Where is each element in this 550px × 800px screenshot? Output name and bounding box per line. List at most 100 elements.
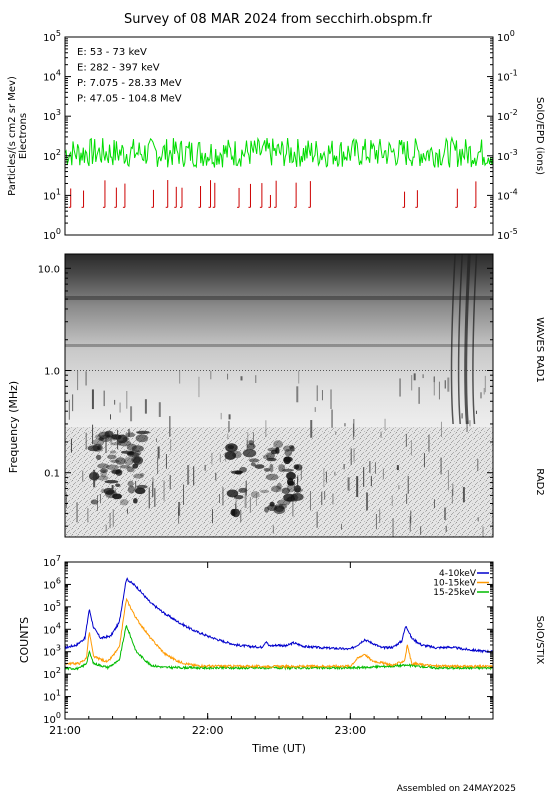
epd-ylabel: Particles/(s cm2 sr Mev) — [7, 76, 18, 196]
rad1-burst-blob — [259, 489, 270, 494]
epd-legend-entry: E: 282 - 397 keV — [77, 63, 160, 74]
stix-legend-entry: 4-10keV — [439, 569, 477, 579]
stix-ylabel: COUNTS — [18, 617, 31, 663]
stix-y2label: SolO/STIX — [534, 616, 545, 665]
epd-y2label: SolO/EPD (ions) — [534, 97, 545, 175]
stix-ytick-label: 107 — [43, 554, 61, 569]
rad1-burst-blob — [281, 468, 294, 472]
rad1-burst-blob — [283, 456, 293, 463]
rad1-burst-blob — [126, 466, 135, 473]
type-iii-burst — [472, 254, 478, 425]
rad1-burst-blob — [277, 482, 282, 490]
rad1-burst-blob — [127, 480, 134, 487]
waves-ytick-label: 10.0 — [38, 264, 60, 275]
rad1-burst-blob — [270, 485, 282, 493]
rad1-burst-blob — [112, 493, 122, 500]
rad1-burst-blob — [119, 499, 129, 506]
rad1-burst-blob — [111, 434, 122, 440]
rad1-burst-blob — [274, 504, 285, 512]
type-iii-burst — [450, 254, 456, 425]
rad1-burst-blob — [242, 448, 257, 458]
rad1-burst-blob — [248, 440, 254, 446]
epd-y2tick-label: 10-4 — [497, 187, 518, 202]
stix-ytick-label: 105 — [43, 599, 61, 614]
rad1-burst-blob — [278, 464, 286, 473]
epd-ylabel-electrons: Electrons — [18, 113, 29, 159]
rad1-burst-blob — [96, 454, 102, 460]
rad1-burst-blob — [124, 456, 134, 466]
rad1-burst-blob — [265, 473, 279, 481]
stix-ytick-label: 104 — [43, 621, 61, 636]
rad1-burst-blob — [115, 483, 121, 488]
epd-series-layer — [65, 136, 493, 208]
rad1-burst-blob — [133, 473, 144, 479]
stix-xtick-label: 22:00 — [192, 724, 224, 737]
epd-ytick-label: 100 — [43, 227, 61, 242]
stix-ytick-label: 102 — [43, 666, 61, 681]
rad1-burst-blob — [111, 442, 122, 446]
rad1-burst-blob — [115, 457, 126, 465]
epd-y2-axis: 10-5 10-4 10-3 10-2 10-1 100 — [487, 29, 518, 242]
rad1-burst-blob — [286, 477, 294, 486]
rad1-burst-blob — [111, 433, 118, 441]
rad1-burst-blob — [284, 449, 293, 457]
rad1-burst-blob — [248, 458, 260, 463]
rad1-burst-blob — [278, 503, 288, 510]
stix-xtick-label: 21:00 — [49, 724, 81, 737]
rad1-burst-blob — [90, 499, 99, 505]
epd-series-e282 — [68, 180, 477, 208]
epd-frame — [64, 36, 494, 236]
stix-xlabel: Time (UT) — [251, 742, 306, 755]
rad1-burst-blob — [233, 495, 244, 500]
stix-legend-entry: 10-15keV — [433, 579, 477, 589]
rad1-burst-blob — [103, 487, 115, 495]
rad1-band-1 — [65, 296, 493, 300]
waves-ytick-label: 1.0 — [44, 367, 60, 378]
waves-y2label-rad2: RAD2 — [534, 468, 545, 495]
waves-y2label-rad1: WAVES RAD1 — [534, 317, 545, 383]
rad1-burst-blob — [109, 450, 117, 454]
waves-spectrogram — [65, 254, 493, 537]
rad1-burst-blob — [99, 468, 108, 474]
rad1-burst-blob — [281, 487, 291, 494]
stix-panel: 100 101 102 103 104 105 106 107 21:00 22:00 23:00… — [18, 554, 545, 755]
rad1-burst-blob — [110, 459, 120, 463]
epd-ytick-label: 101 — [43, 187, 61, 202]
rad2-streaks — [65, 370, 493, 537]
stix-ytick-label: 103 — [43, 644, 61, 659]
rad1-burst-blob — [104, 479, 119, 484]
epd-legend-entry: P: 7.075 - 28.33 MeV — [77, 78, 182, 89]
rad1-burst-blob — [107, 454, 117, 460]
rad1-burst-blob — [226, 489, 239, 498]
epd-ytick-label: 103 — [43, 108, 61, 123]
stix-xtick-label: 23:00 — [334, 724, 366, 737]
waves-ytick-label: 0.1 — [44, 469, 60, 480]
stix-frame — [64, 561, 494, 720]
rad1-burst-blob — [100, 469, 107, 478]
waves-y-axis: 0.1 1.0 10.0 — [38, 264, 493, 527]
waves-ylabel: Frequency (MHz) — [7, 381, 20, 473]
rad1-background — [65, 254, 493, 427]
rad1-burst-blob — [131, 445, 144, 453]
epd-legend-entry: P: 47.05 - 104.8 MeV — [77, 94, 182, 105]
rad1-burst-blob — [286, 483, 296, 493]
rad1-burst-blob — [133, 498, 138, 504]
rad1-burst-blob — [134, 487, 146, 495]
rad1-burst-blob — [286, 471, 296, 480]
stix-x-axis: 21:00 22:00 23:00 — [49, 562, 494, 737]
rad1-burst-blob — [98, 431, 110, 439]
type-iii-burst — [464, 254, 471, 425]
rad1-burst-blob — [135, 434, 149, 443]
page-title: Survey of 08 MAR 2024 from secchirh.obsp… — [124, 12, 433, 27]
stix-ytick-label: 106 — [43, 576, 61, 591]
rad1-burst-blob — [227, 445, 235, 450]
rad1-burst-blob — [273, 440, 284, 449]
rad1-burst-blob — [269, 463, 274, 473]
rad1-burst-blob — [97, 463, 109, 469]
epd-y2tick-label: 10-1 — [497, 69, 518, 84]
type-iii-burst — [457, 254, 463, 425]
rad1-burst-blob — [239, 466, 247, 473]
